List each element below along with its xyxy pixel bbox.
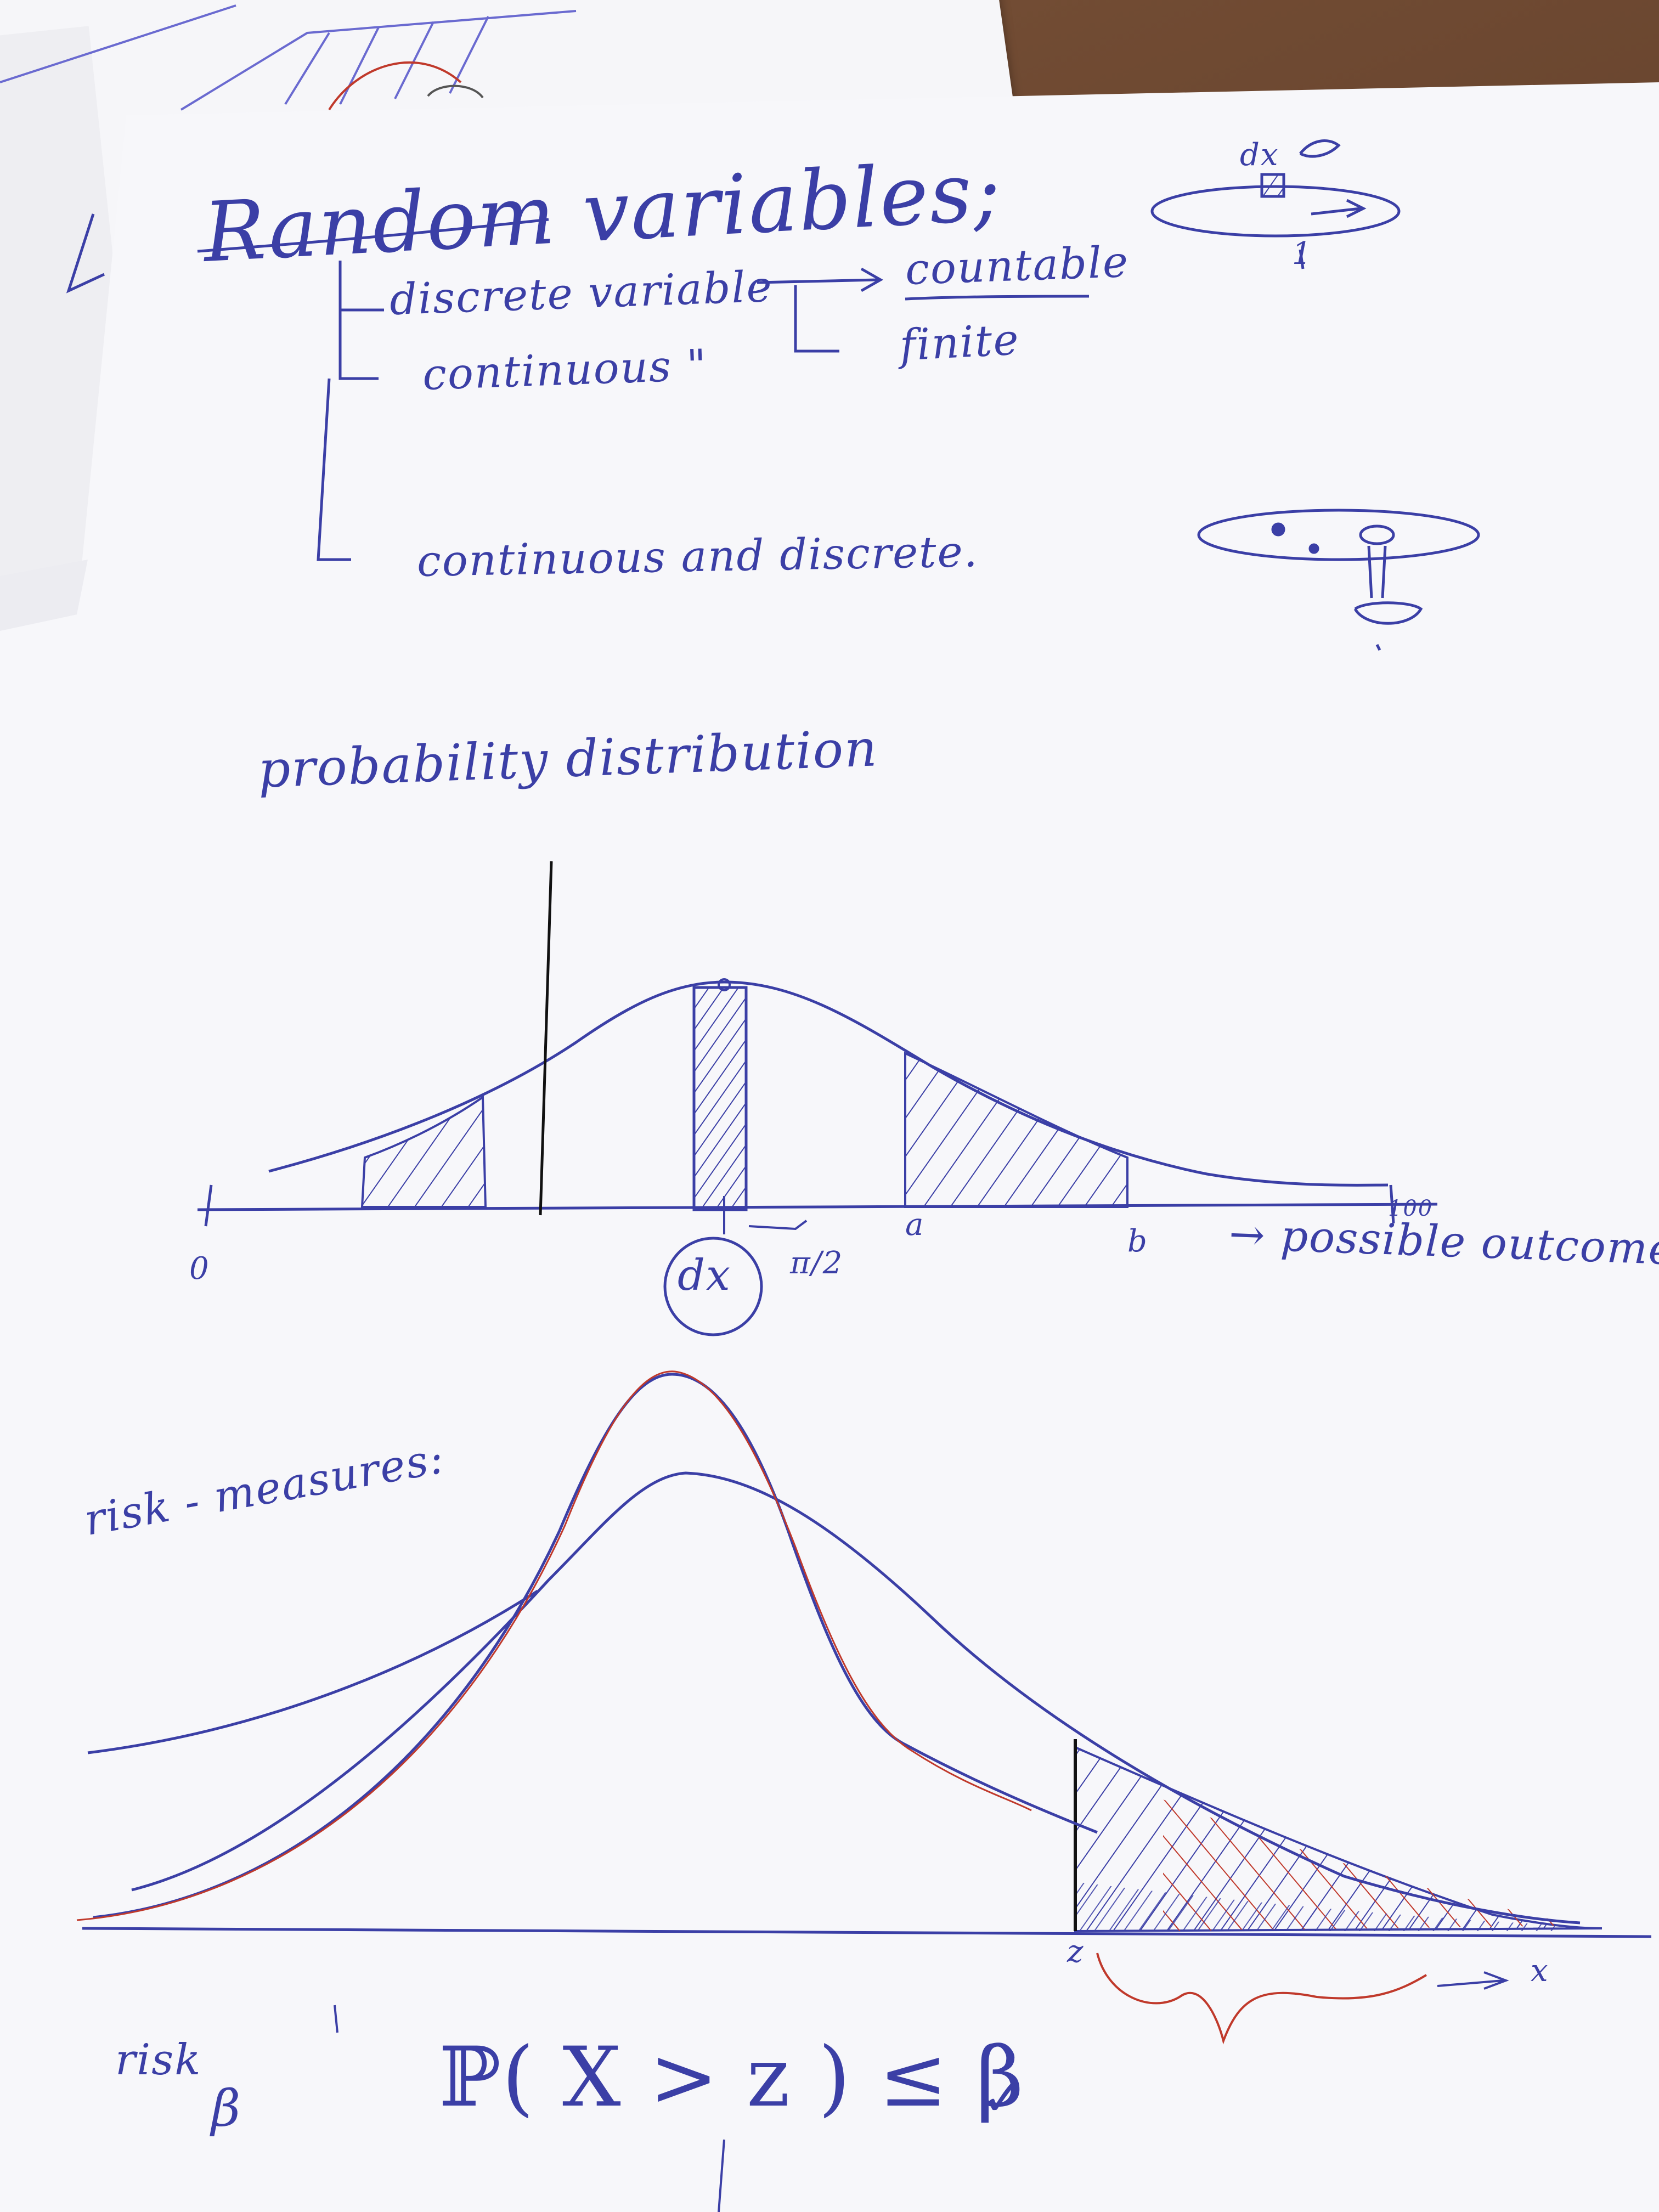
tail-x-label: x [1531, 1953, 1549, 1989]
distribution-graph [197, 861, 1438, 1336]
scatter-plane-sketch [1197, 509, 1480, 651]
label-countable: countable [904, 237, 1130, 295]
wide-density-curve [131, 1471, 1581, 1925]
dx-disk-sketch [1150, 139, 1401, 269]
red-loss-squiggle [1096, 1953, 1427, 2045]
risk-formula: ℙ( X > z ) ≤ β [439, 2030, 1025, 2125]
risk-graph [76, 1370, 1652, 2045]
back-sheet-scribbles [0, 4, 577, 111]
tail-shade-dense [1075, 1882, 1564, 1931]
label-continuous-and-discrete: continuous and discrete. [416, 527, 979, 586]
risk-underline [87, 1589, 539, 1754]
risk-label: risk [115, 2035, 202, 2085]
paper-fold [0, 560, 88, 631]
paper-surface [0, 82, 1659, 2212]
axis-b-label: b [1127, 1223, 1148, 1259]
red-overlay-curve [76, 1370, 1032, 1921]
stray-mark [334, 2005, 338, 2033]
peak-dot [718, 978, 731, 991]
axis-hundred-label: 100 [1388, 1196, 1434, 1221]
vertical-line [539, 861, 553, 1216]
end-tick [1389, 1184, 1395, 1224]
label-finite: finite [898, 315, 1021, 371]
axis-a-label: a [905, 1207, 925, 1243]
axis-dx-label: dx [678, 1251, 731, 1300]
classification-tree [317, 261, 1090, 561]
x-axis [197, 1203, 1438, 1211]
axis-pi-half-label: π/2 [790, 1245, 844, 1281]
formula-pointer [718, 2139, 725, 2212]
margin-mark [66, 213, 105, 294]
tail-z-label: z [1067, 1934, 1085, 1970]
tail-shade-red [1163, 1799, 1580, 1931]
density-curve [268, 980, 1389, 1187]
check-mark: ✓ [982, 2068, 1026, 2127]
axis-zero-label: 0 [189, 1251, 210, 1286]
risk-x-axis [82, 1927, 1652, 1938]
dx-circle [663, 1237, 763, 1336]
origin-tick [204, 1184, 213, 1227]
sketch-one-label: 1 [1292, 236, 1313, 272]
narrow-density-curve [93, 1373, 1098, 1919]
x-arrow [1437, 1971, 1509, 1990]
title-underline [197, 218, 549, 253]
dx-pointer [723, 1196, 808, 1234]
dx-strip-shade [692, 986, 748, 1211]
sketch-dx-label: dx [1240, 137, 1279, 173]
label-continuous: continuous " [421, 340, 708, 400]
risk-beta-subscript: β [211, 2079, 242, 2138]
left-tail-shade [360, 1095, 487, 1208]
